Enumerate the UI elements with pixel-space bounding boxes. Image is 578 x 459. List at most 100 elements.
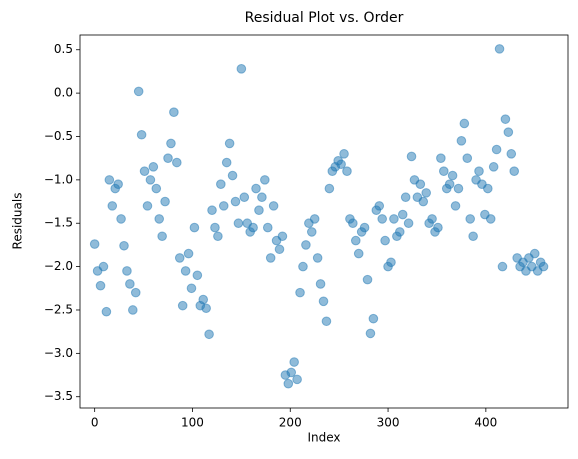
point <box>433 222 443 233</box>
point <box>368 313 379 324</box>
point <box>274 244 285 255</box>
point <box>257 192 267 203</box>
point <box>160 196 170 207</box>
point <box>397 209 408 220</box>
point <box>227 170 238 181</box>
point <box>389 214 399 224</box>
point <box>221 157 232 168</box>
point <box>321 316 332 327</box>
point <box>301 240 311 250</box>
point <box>289 357 299 367</box>
point <box>485 214 496 224</box>
point <box>101 306 112 317</box>
point <box>201 303 211 314</box>
point <box>180 266 191 276</box>
point <box>145 175 156 185</box>
point <box>133 86 144 97</box>
point <box>177 300 188 311</box>
point <box>538 261 549 272</box>
point <box>107 201 118 211</box>
y-axis-label: Residuals <box>11 193 25 250</box>
point <box>494 44 505 54</box>
x-tick-label: 300 <box>377 416 400 430</box>
point <box>98 261 109 272</box>
point <box>418 196 429 207</box>
point <box>436 153 446 163</box>
y-tick-label: −1.0 <box>44 172 73 186</box>
point <box>447 170 458 181</box>
point <box>488 162 499 172</box>
point <box>210 222 220 233</box>
point <box>148 162 159 172</box>
point <box>260 175 270 185</box>
point <box>362 274 373 285</box>
point <box>113 179 123 189</box>
point <box>216 179 226 189</box>
point <box>506 149 517 159</box>
point <box>116 214 126 224</box>
point <box>213 231 223 242</box>
point <box>104 175 115 185</box>
point <box>450 201 461 211</box>
y-tick-label: −1.5 <box>44 216 73 230</box>
point <box>298 261 308 272</box>
point <box>365 328 376 339</box>
point <box>421 188 431 198</box>
point <box>306 227 317 237</box>
point <box>468 231 478 242</box>
point <box>239 192 250 203</box>
point <box>207 205 217 216</box>
point <box>283 378 294 389</box>
point <box>136 129 147 140</box>
point <box>400 192 411 203</box>
point <box>262 222 273 233</box>
point <box>474 166 484 176</box>
point <box>130 287 141 298</box>
point <box>318 296 329 307</box>
point <box>95 280 106 291</box>
point <box>342 166 352 176</box>
point <box>169 107 179 118</box>
point <box>192 270 203 281</box>
point <box>157 231 167 242</box>
point <box>394 227 405 237</box>
point <box>286 367 297 378</box>
point <box>186 283 197 294</box>
point <box>403 218 414 229</box>
point <box>374 201 385 211</box>
point <box>497 261 508 272</box>
point <box>254 205 264 216</box>
x-tick-label: 400 <box>474 416 497 430</box>
point <box>295 287 305 298</box>
point <box>142 201 153 211</box>
point <box>500 114 511 124</box>
y-tick-label: −3.0 <box>44 346 73 360</box>
point <box>324 183 335 194</box>
point <box>163 153 173 163</box>
point <box>198 294 209 305</box>
x-tick-label: 0 <box>91 416 99 430</box>
point <box>348 218 358 229</box>
point <box>224 138 235 149</box>
point <box>459 118 470 129</box>
point <box>509 166 520 176</box>
point <box>438 166 449 176</box>
point <box>529 248 540 259</box>
point <box>462 153 473 163</box>
point <box>230 196 241 207</box>
x-tick-label: 100 <box>181 416 204 430</box>
point <box>386 257 396 268</box>
point <box>465 214 476 224</box>
point <box>119 240 129 251</box>
point <box>151 183 162 194</box>
point <box>415 179 426 189</box>
x-axis-label: Index <box>307 431 340 445</box>
point <box>189 222 200 233</box>
point <box>128 305 138 315</box>
point <box>453 183 464 194</box>
point <box>427 214 437 224</box>
point <box>353 248 364 259</box>
point <box>350 235 361 246</box>
point <box>268 201 279 211</box>
